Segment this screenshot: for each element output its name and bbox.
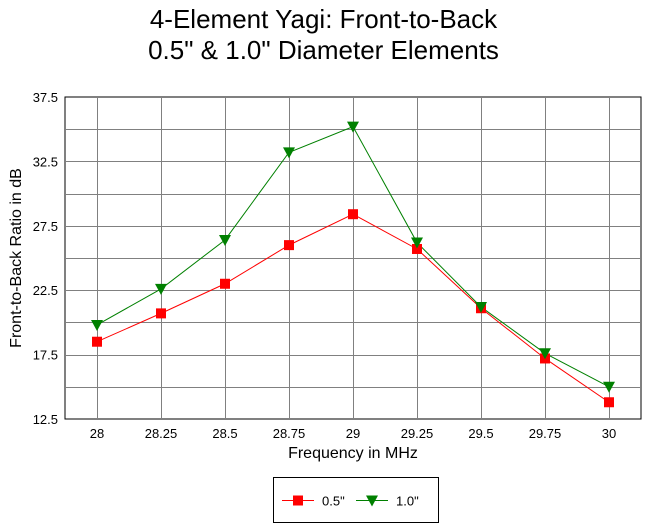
data-point-series-2: [475, 301, 487, 313]
data-point-series-2: [411, 237, 423, 249]
legend-marker-series-2: [366, 495, 378, 507]
data-point-series-1: [348, 209, 358, 220]
data-point-series-2: [283, 147, 295, 159]
legend-label-series-2: 1.0": [396, 494, 419, 509]
data-point-series-1: [92, 336, 102, 347]
data-point-series-1: [156, 308, 166, 319]
legend-label-series-1: 0.5": [322, 494, 345, 509]
data-point-series-2: [91, 319, 103, 331]
y-axis-title: Front-to-Back Ratio in dB: [8, 168, 25, 348]
y-tick-label: 17.5: [33, 348, 58, 363]
y-tick-label: 32.5: [33, 154, 58, 169]
data-point-series-2: [155, 283, 167, 295]
data-point-series-2: [219, 234, 231, 246]
x-tick-label: 29.25: [401, 426, 434, 441]
data-point-series-1: [412, 243, 422, 254]
x-tick-label: 28: [90, 426, 104, 441]
x-tick-label: 28.5: [212, 426, 237, 441]
x-tick-label: 28.75: [273, 426, 306, 441]
y-tick-label: 37.5: [33, 90, 58, 105]
x-tick-label: 28.25: [145, 426, 178, 441]
x-tick-label: 30: [602, 426, 616, 441]
data-point-series-1: [220, 278, 230, 289]
chart-subtitle: 0.5" & 1.0" Diameter Elements: [148, 35, 499, 65]
data-point-series-2: [539, 348, 551, 360]
x-tick-label: 29.5: [468, 426, 493, 441]
x-tick-label: 29: [346, 426, 360, 441]
x-axis-title: Frequency in MHz: [288, 445, 418, 462]
legend-marker-series-1: [293, 495, 303, 506]
data-point-series-1: [604, 397, 614, 408]
chart-title: 4-Element Yagi: Front-to-Back: [149, 4, 498, 34]
data-point-series-2: [347, 121, 359, 133]
y-tick-label: 12.5: [33, 412, 58, 427]
y-tick-label: 22.5: [33, 283, 58, 298]
y-tick-label: 27.5: [33, 219, 58, 234]
data-point-series-2: [603, 381, 615, 393]
x-tick-label: 29.75: [529, 426, 562, 441]
data-point-series-1: [284, 240, 294, 251]
